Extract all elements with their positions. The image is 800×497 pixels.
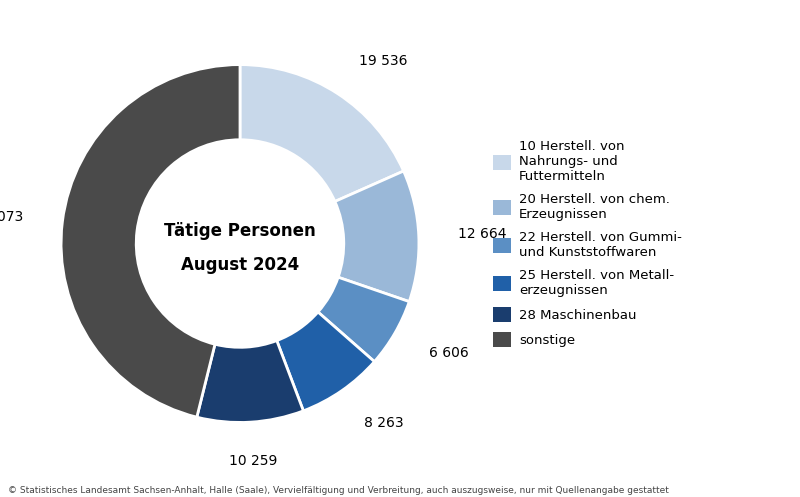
Wedge shape <box>61 65 240 417</box>
Wedge shape <box>197 340 303 422</box>
Legend: 10 Herstell. von
Nahrungs- und
Futtermitteln, 20 Herstell. von chem.
Erzeugnisse: 10 Herstell. von Nahrungs- und Futtermit… <box>493 140 682 347</box>
Text: 19 536: 19 536 <box>359 54 407 68</box>
Text: Tätige Personen: Tätige Personen <box>164 222 316 240</box>
Text: 10 259: 10 259 <box>229 454 277 469</box>
Text: 12 664: 12 664 <box>458 227 506 241</box>
Wedge shape <box>240 65 403 201</box>
Text: 8 263: 8 263 <box>364 416 404 430</box>
Wedge shape <box>335 171 419 302</box>
Wedge shape <box>277 312 374 411</box>
Text: 49 073: 49 073 <box>0 210 23 224</box>
Text: August 2024: August 2024 <box>181 256 299 274</box>
Text: © Statistisches Landesamt Sachsen-Anhalt, Halle (Saale), Vervielfältigung und Ve: © Statistisches Landesamt Sachsen-Anhalt… <box>8 486 669 495</box>
Text: 6 606: 6 606 <box>429 346 469 360</box>
Wedge shape <box>318 277 410 362</box>
